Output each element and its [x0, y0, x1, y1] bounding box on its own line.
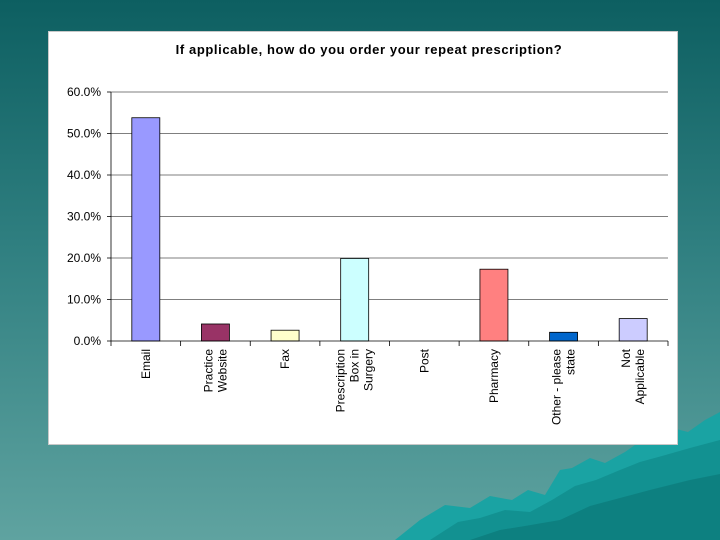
bar [618, 318, 648, 342]
category-label: Practice [201, 349, 215, 393]
bar [479, 268, 509, 342]
y-tick-label: 50.0% [67, 127, 101, 141]
category-label: Box in [348, 349, 362, 382]
category-label: Website [215, 349, 229, 392]
gridlines [111, 91, 668, 300]
category-labels: Email Practice Website Fax Prescription Box i… [139, 348, 647, 425]
category-label: Email [139, 349, 153, 379]
bar [201, 323, 230, 342]
category-label: Other - please [550, 349, 564, 425]
category-label: Fax [278, 349, 292, 369]
chart-card: If applicable, how do you order your rep… [48, 31, 678, 445]
y-tick-label: 30.0% [67, 210, 101, 224]
bar [131, 117, 161, 342]
y-axis-ticks: 0.0% 10.0% 20.0% 30.0% 40.0% 50.0% 60.0% [67, 85, 111, 348]
category-label: Applicable [633, 349, 647, 405]
y-tick-label: 60.0% [67, 85, 101, 99]
category-label: Post [417, 348, 431, 373]
category-label: Surgery [362, 349, 376, 391]
bar [340, 258, 370, 342]
y-tick-label: 10.0% [67, 293, 101, 307]
bar [549, 331, 578, 342]
y-tick-label: 0.0% [74, 334, 102, 348]
bar-chart: If applicable, how do you order your rep… [67, 42, 669, 425]
category-label: state [564, 349, 578, 375]
category-label: Pharmacy [487, 349, 501, 403]
y-tick-label: 20.0% [67, 251, 101, 265]
bars [131, 117, 648, 342]
y-tick-label: 40.0% [67, 168, 101, 182]
chart-title: If applicable, how do you order your rep… [176, 42, 563, 57]
category-label: Not [619, 348, 633, 367]
x-axis-ticks [110, 341, 669, 346]
category-label: Prescription [334, 349, 348, 412]
bar [270, 329, 300, 342]
